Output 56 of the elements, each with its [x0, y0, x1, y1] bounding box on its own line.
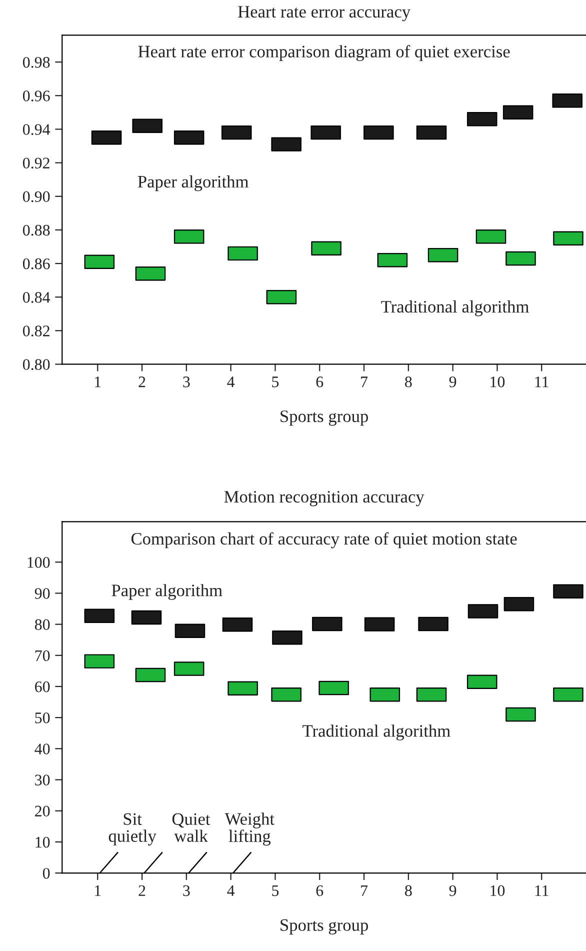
- y-tick-label: 100: [28, 557, 50, 568]
- x-axis-title: Sports group: [280, 410, 368, 426]
- y-tick-label: 80: [34, 619, 50, 630]
- y-tick-label: 30: [35, 774, 50, 786]
- chart-title: Motion recognition accuracy: [224, 490, 424, 506]
- x-tick-label: 7: [361, 376, 368, 388]
- y-tick-label: 0.90: [22, 191, 50, 202]
- series-label: Paper algorithm: [112, 584, 222, 600]
- y-tick-label: 50: [35, 712, 50, 724]
- y-tick-label: 10: [36, 836, 50, 848]
- annotation: Weight lifting: [224, 812, 274, 846]
- y-tick-label: 0.92: [22, 158, 50, 169]
- y-tick-label: 70: [35, 650, 50, 662]
- text: Comparison chart of accuracy rate of quiet motion state: [131, 532, 517, 548]
- x-tick-label: 7: [361, 885, 368, 896]
- y-tick-label: 0.86: [22, 258, 50, 270]
- x-tick-label: 8: [405, 885, 412, 896]
- x-tick-label: 3: [183, 376, 190, 388]
- x-tick-label: 11: [535, 885, 548, 896]
- x-tick-label: 4: [227, 885, 235, 896]
- y-tick-label: 0.82: [22, 326, 50, 336]
- y-tick-label: 0.84: [22, 292, 50, 303]
- x-tick-label: 6: [316, 885, 324, 896]
- x-tick-label: 11: [535, 376, 548, 388]
- annotation: Sit quietly: [108, 813, 156, 846]
- x-tick-label: 2: [138, 885, 146, 896]
- x-tick-label: 8: [405, 376, 412, 388]
- y-tick-label: 0.98: [22, 56, 50, 68]
- x-tick-label: 9: [449, 885, 456, 896]
- y-tick-label: 0.96: [22, 90, 50, 102]
- y-tick-label: 0: [42, 868, 50, 879]
- y-tick-label: 90: [34, 588, 50, 599]
- y-tick-label: 40: [34, 744, 50, 754]
- series-label: Traditional algorithm: [381, 300, 529, 316]
- y-tick-label: 0.88: [22, 224, 50, 236]
- chart-title: Heart rate error accuracy: [238, 6, 410, 22]
- y-tick-label: 0.94: [22, 124, 50, 135]
- x-tick-label: 5: [272, 376, 279, 388]
- y-tick-label: 20: [35, 806, 50, 817]
- x-tick-label: 9: [449, 376, 456, 388]
- text: Heart rate error comparison diagram of quiet exercise: [138, 45, 510, 62]
- x-tick-label: 10: [490, 885, 505, 896]
- x-tick-label: 3: [183, 885, 190, 896]
- x-tick-label: 4: [227, 376, 235, 388]
- y-tick-label: 60: [35, 681, 50, 692]
- x-tick-label: 10: [490, 376, 505, 388]
- x-axis-title: Sports group: [280, 919, 368, 934]
- x-tick-label: 1: [95, 885, 101, 896]
- x-tick-label: 5: [272, 885, 279, 896]
- series-label: Paper algorithm: [138, 175, 248, 192]
- x-tick-label: 1: [95, 376, 101, 388]
- x-tick-label: 2: [138, 376, 146, 388]
- series-label: Traditional algorithm: [302, 724, 450, 740]
- x-tick-label: 6: [316, 376, 324, 388]
- annotation: Quiet walk: [172, 813, 210, 842]
- y-tick-label: 0.80: [22, 359, 50, 370]
